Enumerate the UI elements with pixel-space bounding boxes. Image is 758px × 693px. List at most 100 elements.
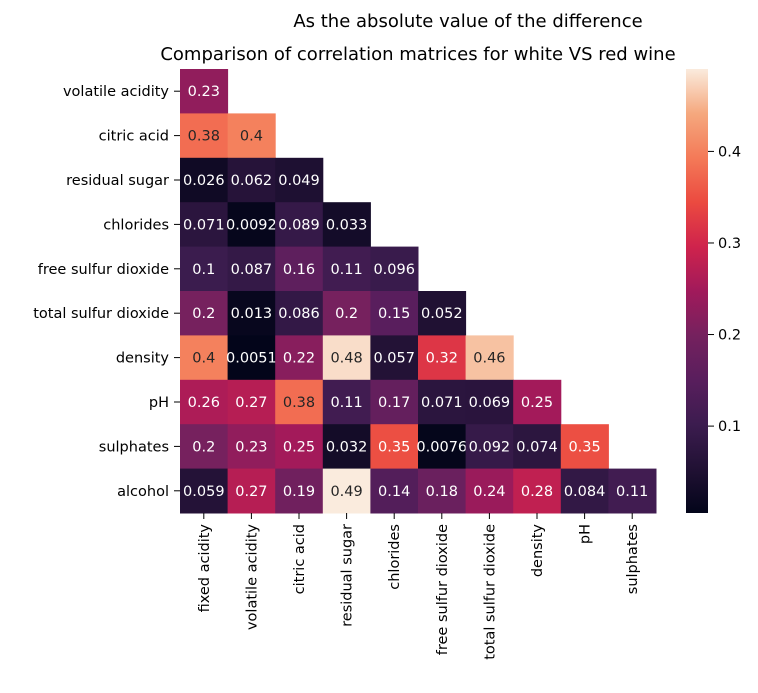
cell-value-label: 0.2 (335, 306, 358, 322)
y-tick-label: total sulfur dioxide (33, 306, 169, 322)
heatmap-cell (227, 157, 276, 203)
cell-value-label: 0.089 (278, 217, 320, 233)
heatmap-cell (180, 113, 229, 159)
cell-value-label: 0.11 (330, 262, 362, 278)
heatmap-cell (180, 335, 229, 381)
heatmap-cell (418, 468, 467, 514)
heatmap-cell (322, 202, 371, 248)
heatmap-cell (227, 335, 276, 381)
cell-value-label: 0.092 (469, 439, 511, 455)
cell-value-label: 0.4 (192, 351, 215, 367)
cell-value-label: 0.38 (188, 129, 220, 145)
y-tick-label: chlorides (103, 217, 169, 233)
y-tick-label: density (116, 351, 170, 367)
cell-value-label: 0.19 (283, 484, 315, 500)
heatmap-cell (560, 424, 609, 470)
cell-value-label: 0.26 (188, 395, 220, 411)
cell-value-label: 0.0092 (226, 217, 277, 233)
cell-value-label: 0.14 (378, 484, 410, 500)
cell-value-label: 0.28 (521, 484, 553, 500)
cell-value-label: 0.46 (473, 351, 505, 367)
cell-value-label: 0.35 (568, 439, 600, 455)
heatmap-cell (227, 202, 276, 248)
cell-value-label: 0.27 (235, 395, 267, 411)
heatmap-cell (227, 291, 276, 336)
cell-value-label: 0.2 (192, 306, 215, 322)
heatmap-cell (180, 468, 229, 514)
heatmap-cell (513, 379, 562, 425)
cell-value-label: 0.0051 (226, 351, 277, 367)
heatmap-cell (180, 291, 229, 336)
x-tick-label: free sulfur dioxide (435, 524, 451, 655)
heatmap-cell (275, 424, 324, 470)
heatmap-cell (275, 468, 324, 514)
heatmap-cell (465, 379, 514, 425)
heatmap-cell (180, 202, 229, 248)
heatmap-cell (227, 424, 276, 470)
cell-value-label: 0.096 (373, 262, 415, 278)
cell-value-label: 0.23 (235, 439, 267, 455)
cell-value-label: 0.071 (421, 395, 463, 411)
cell-value-label: 0.25 (283, 439, 315, 455)
cell-value-label: 0.013 (231, 306, 273, 322)
colorbar-ticks: 0.1 0.2 0.3 0.4 (708, 144, 741, 435)
y-tick-label: alcohol (117, 484, 169, 500)
x-tick-label: chlorides (387, 524, 403, 590)
colorbar-tick-label: 0.1 (718, 419, 741, 435)
heatmap-cell (322, 468, 371, 514)
cell-value-label: 0.071 (183, 217, 225, 233)
heatmap-cell (275, 246, 324, 292)
x-tick-label: residual sugar (340, 524, 356, 627)
y-tick-label: sulphates (99, 439, 169, 455)
heatmap-cell (275, 379, 324, 425)
heatmap-cell (180, 157, 229, 203)
heatmap-cell (465, 335, 514, 381)
cell-value-label: 0.25 (521, 395, 553, 411)
cell-value-label: 0.069 (469, 395, 511, 411)
cell-value-label: 0.026 (183, 173, 225, 189)
heatmap-cell (180, 69, 229, 114)
heatmap-cell (322, 424, 371, 470)
x-tick-label: total sulfur dioxide (482, 524, 498, 660)
cell-value-label: 0.22 (283, 351, 315, 367)
y-tick-label: residual sugar (66, 173, 169, 189)
y-tick-label: volatile acidity (63, 84, 169, 100)
cell-value-label: 0.2 (192, 439, 215, 455)
x-tick-label: fixed acidity (197, 524, 213, 613)
cell-value-label: 0.11 (330, 395, 362, 411)
cell-value-label: 0.033 (326, 217, 368, 233)
colorbar-tick-label: 0.4 (718, 144, 741, 160)
heatmap-cell (322, 335, 371, 381)
heatmap-cell (370, 468, 419, 514)
cell-value-label: 0.32 (426, 351, 458, 367)
heatmap-cell (275, 335, 324, 381)
cell-value-label: 0.11 (616, 484, 648, 500)
cell-value-label: 0.23 (188, 84, 220, 100)
heatmap-cell (370, 246, 419, 292)
cell-value-label: 0.17 (378, 395, 410, 411)
heatmap-cell (322, 246, 371, 292)
cell-value-label: 0.15 (378, 306, 410, 322)
heatmap-cell (227, 246, 276, 292)
colorbar: 0.1 0.2 0.3 0.4 (686, 69, 741, 513)
heatmap-cell (180, 246, 229, 292)
x-tick-label: density (530, 524, 546, 578)
cell-value-label: 0.18 (426, 484, 458, 500)
heatmap-cell (275, 157, 324, 203)
heatmap-cell (180, 379, 229, 425)
heatmap-cell (370, 335, 419, 381)
heatmap-cell (465, 424, 514, 470)
cell-value-label: 0.052 (421, 306, 463, 322)
cell-value-label: 0.4 (240, 129, 263, 145)
cell-value-label: 0.49 (330, 484, 362, 500)
heatmap-cell (513, 424, 562, 470)
heatmap-cell (608, 468, 657, 514)
heatmap-cell (227, 379, 276, 425)
cell-value-label: 0.0076 (416, 439, 467, 455)
x-axis: fixed acidity volatile acidity citric acid… (197, 513, 641, 660)
cell-value-label: 0.059 (183, 484, 225, 500)
cell-value-label: 0.086 (278, 306, 320, 322)
x-tick-label: volatile acidity (244, 524, 260, 630)
